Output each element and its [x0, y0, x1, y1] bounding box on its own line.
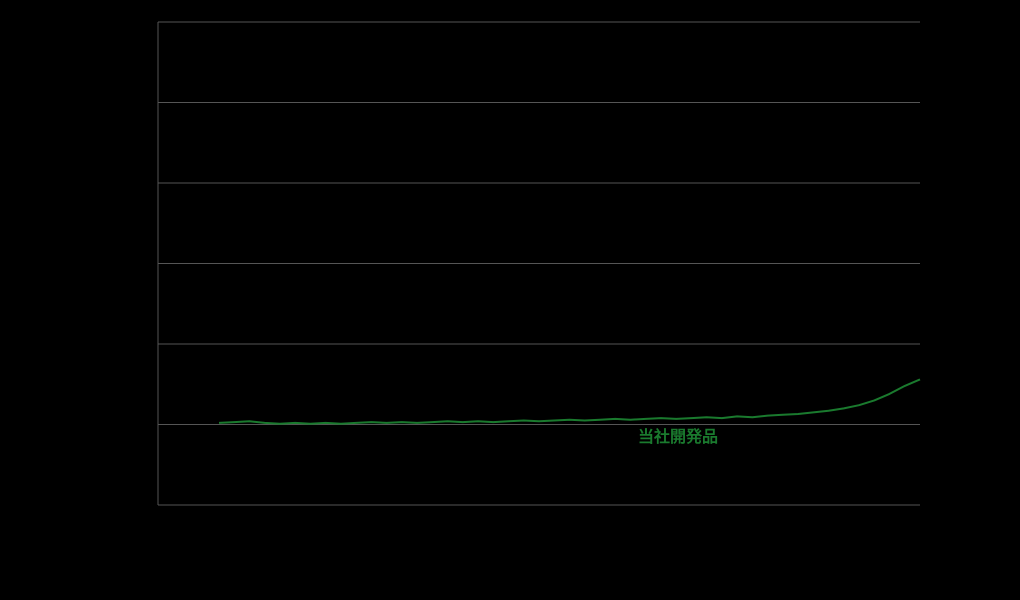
chart-background — [0, 0, 1020, 600]
chart-svg: 当社開発品 — [0, 0, 1020, 600]
series-label-series-1: 当社開発品 — [638, 427, 718, 446]
line-chart: 当社開発品 — [0, 0, 1020, 600]
